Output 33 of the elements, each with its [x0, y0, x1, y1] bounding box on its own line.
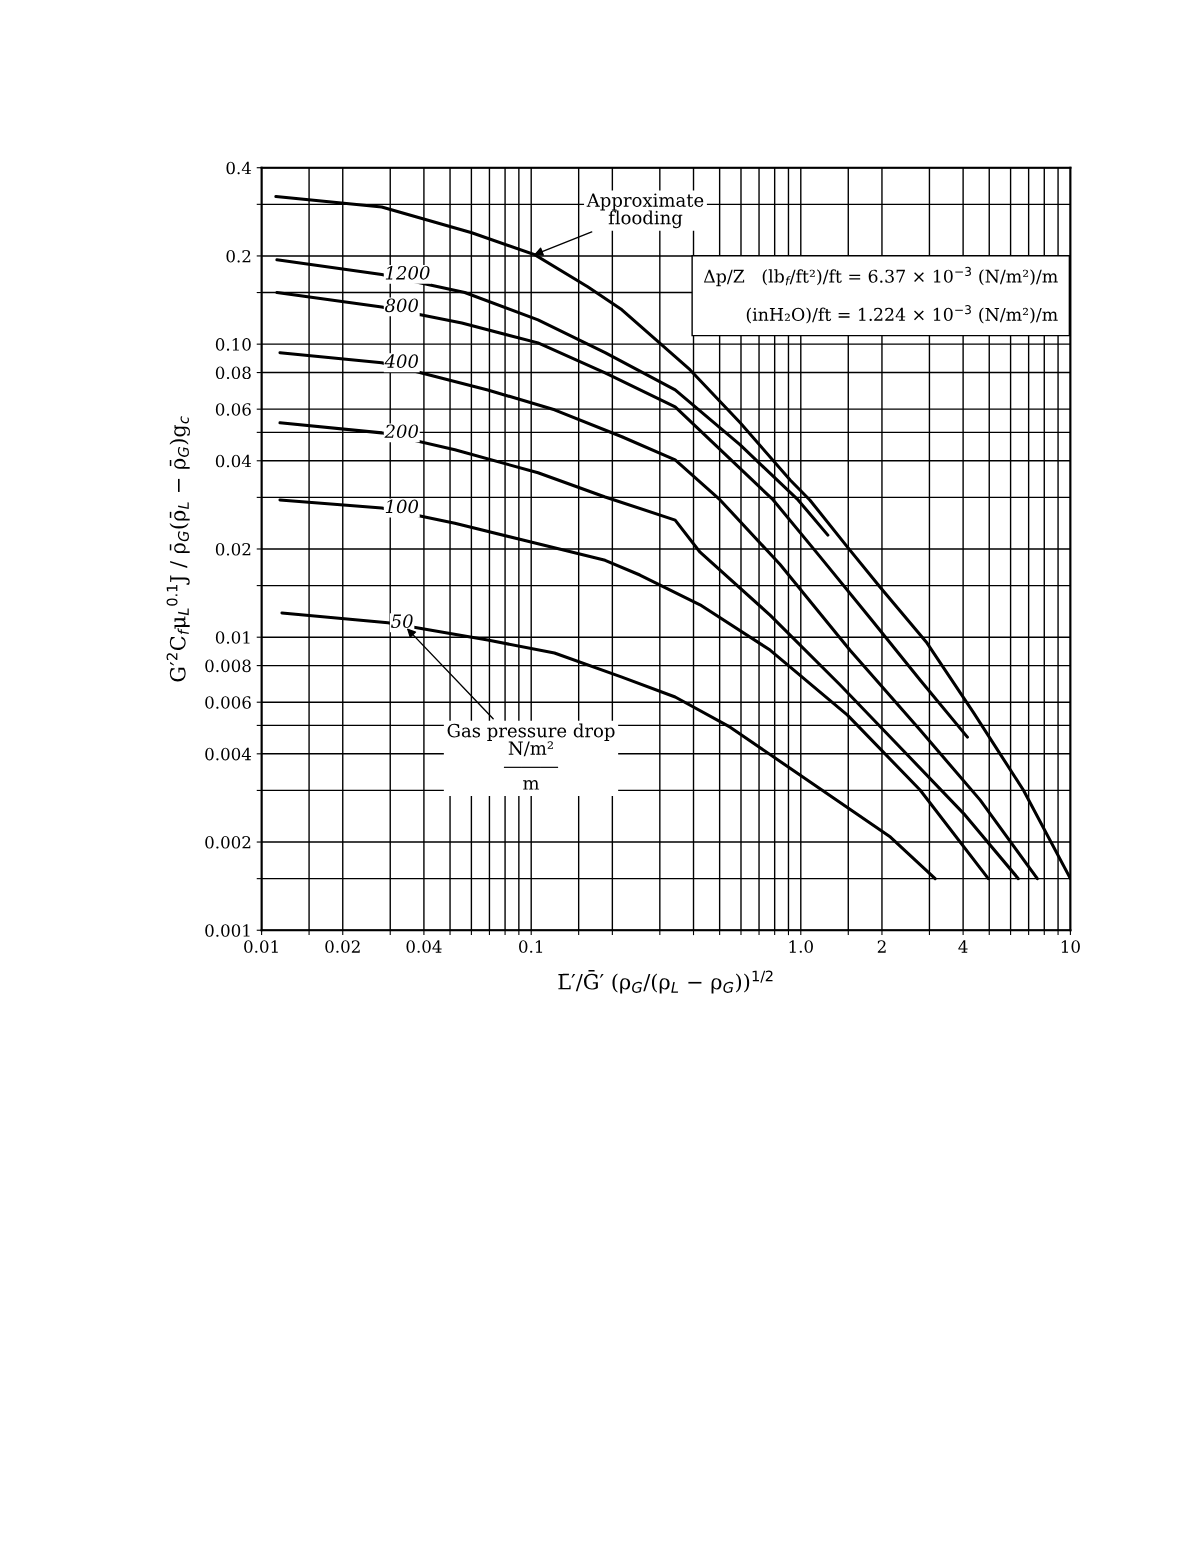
x-tick-label: 0.02	[325, 940, 360, 953]
y-tick-label: 0.002	[205, 835, 251, 849]
x-tick-label: 4	[958, 940, 968, 953]
series-label: 200	[384, 424, 419, 439]
series-label: 100	[385, 499, 419, 514]
x-tick-label: 2	[877, 940, 886, 953]
x-tick-label: 10	[1061, 940, 1080, 953]
x-axis-title: L̄′/Ḡ′ (ρ$_{G}$/(ρ$_{L}$ − ρ$_{G}$))$^{1/2}$	[558, 969, 773, 994]
annotation: Gas pressure drop N/m² ――― m	[447, 723, 615, 790]
y-tick-label: 0.4	[226, 161, 252, 175]
y-tick-label: 0.10	[215, 338, 251, 351]
series-label: 800	[385, 298, 419, 313]
legend-label: 50	[391, 614, 413, 629]
x-tick-label: 1.0	[789, 940, 813, 953]
y-tick-label: 0.08	[215, 366, 251, 380]
x-tick-label: 0.04	[406, 940, 442, 953]
y-tick-label: 0.06	[215, 403, 251, 416]
series-label: 400	[384, 354, 419, 368]
x-tick-label: 0.1	[519, 940, 543, 953]
annotation: (inH₂O)/ft = 1.224 × 10$^{−3}$ (N/m²)/m	[746, 305, 1058, 324]
annotation: Δp/Z (lb$_{f}$/ft²)/ft = 6.37 × 10$^{−3}$ (N/m²)/m	[703, 266, 1058, 287]
y-tick-label: 0.004	[205, 747, 252, 761]
text: G′$^{2}$C$_{f}$μ$_{L}$$^{0.1}$J / ρ̄$_{G}$(ρ̄$_{L}$ − ρ̄$_{G}$)g$_{c}$	[166, 416, 190, 682]
y-tick-label: 0.02	[215, 542, 251, 556]
series-label: 1200	[385, 265, 430, 280]
y-tick-label: 0.006	[205, 696, 251, 709]
y-tick-label: 0.001	[205, 924, 250, 937]
annotation: Approximate flooding	[586, 193, 704, 229]
y-tick-label: 0.01	[215, 631, 250, 644]
y-tick-label: 0.2	[226, 249, 251, 263]
y-tick-label: 0.008	[205, 659, 251, 673]
x-tick-label: 0.01	[244, 940, 278, 953]
y-tick-label: 0.04	[215, 454, 252, 468]
